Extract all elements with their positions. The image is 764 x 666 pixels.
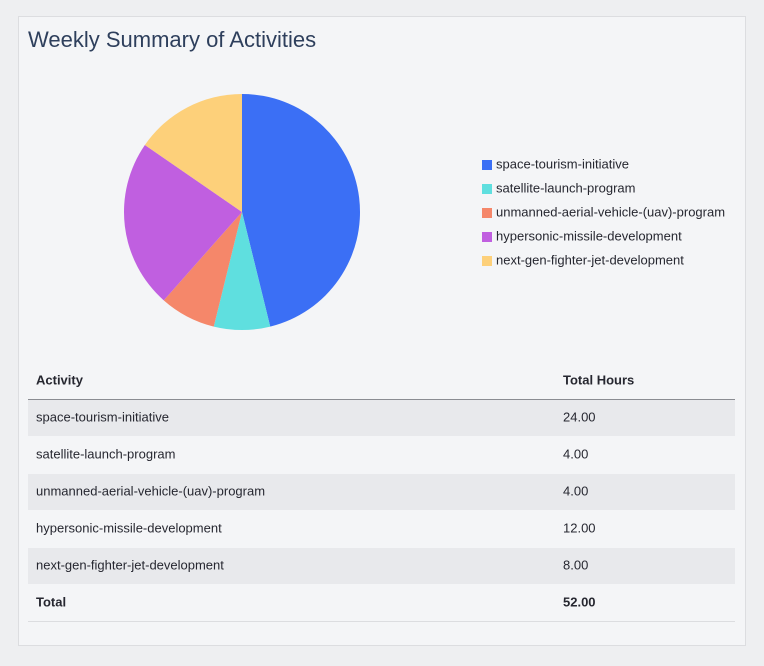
table: Activity Total Hours space-tourism-initiat… <box>28 372 735 622</box>
legend-label: next-gen-fighter-jet-development <box>496 252 684 267</box>
table-cell: 4.00 <box>563 483 588 498</box>
pie-slice <box>163 212 242 327</box>
legend-swatch <box>482 256 492 266</box>
pie-slice <box>213 212 271 330</box>
column-header: Total Hours <box>563 372 634 387</box>
legend-label: unmanned-aerial-vehicle-(uav)-program <box>496 204 725 219</box>
legend-label: satellite-launch-program <box>496 180 635 195</box>
column-header: Activity <box>36 372 84 387</box>
legend: space-tourism-initiative satellite-launch… <box>482 156 725 267</box>
table-cell: 8.00 <box>563 557 588 572</box>
row-background <box>28 400 735 436</box>
total-cell: Total <box>36 594 66 609</box>
total-cell: 52.00 <box>563 594 596 609</box>
legend-swatch <box>482 160 492 170</box>
pie-chart <box>124 94 360 330</box>
row-background <box>28 548 735 584</box>
table-cell: space-tourism-initiative <box>36 409 169 424</box>
row-background <box>28 474 735 510</box>
legend-label: hypersonic-missile-development <box>496 228 682 243</box>
legend-swatch <box>482 208 492 218</box>
table-cell: 4.00 <box>563 446 588 461</box>
pie-slice <box>242 94 360 327</box>
table-cell: satellite-launch-program <box>36 446 175 461</box>
table-cell: unmanned-aerial-vehicle-(uav)-program <box>36 483 265 498</box>
legend-label: space-tourism-initiative <box>496 156 629 171</box>
legend-swatch <box>482 232 492 242</box>
table-cell: 24.00 <box>563 409 596 424</box>
table-cell: hypersonic-missile-development <box>36 520 222 535</box>
table-cell: next-gen-fighter-jet-development <box>36 557 224 572</box>
card-title: Weekly Summary of Activities <box>28 27 316 52</box>
pie-slice <box>144 94 242 212</box>
card <box>18 16 746 646</box>
table-cell: 12.00 <box>563 520 596 535</box>
pie-slice <box>124 144 242 301</box>
legend-swatch <box>482 184 492 194</box>
